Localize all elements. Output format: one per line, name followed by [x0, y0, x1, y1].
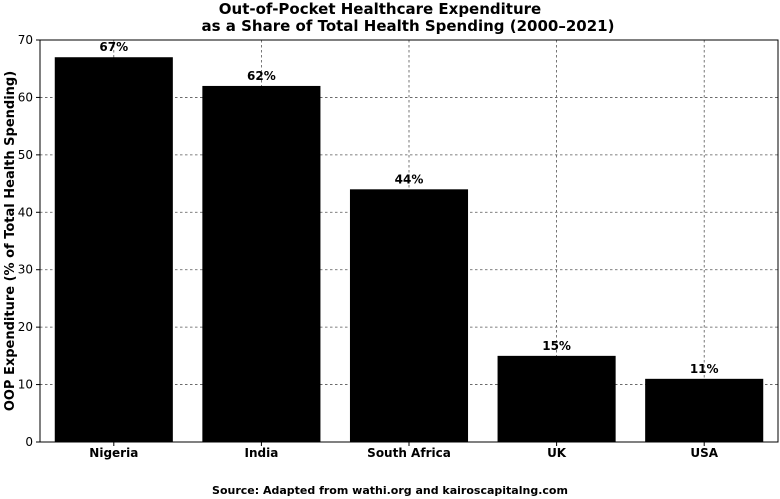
- x-tick-label: Nigeria: [89, 446, 138, 460]
- bar-value-label: 62%: [247, 69, 276, 83]
- bars: [54, 57, 764, 442]
- y-axis: 0 10 20 30 40 50 60 70: [18, 33, 40, 449]
- y-tick-label: 10: [18, 378, 33, 392]
- bar-value-label: 67%: [99, 40, 128, 54]
- chart-title-line-2: as a Share of Total Health Spending (200…: [202, 17, 615, 35]
- bar-value-label: 11%: [690, 362, 719, 376]
- bar-value-label: 44%: [395, 172, 424, 186]
- bar-south-africa: [349, 189, 469, 442]
- value-labels: 67% 62% 44% 15% 11%: [99, 40, 718, 376]
- bar-india: [202, 85, 321, 442]
- source-note: Source: Adapted from wathi.org and kairo…: [212, 484, 568, 497]
- x-tick-label: India: [244, 446, 278, 460]
- y-axis-label: OOP Expenditure (% of Total Health Spend…: [3, 71, 18, 411]
- y-tick-label: 50: [18, 148, 33, 162]
- y-tick-label: 20: [18, 320, 33, 334]
- chart-title-line-1: Out-of-Pocket Healthcare Expenditure: [219, 0, 541, 18]
- bar-usa: [645, 378, 764, 442]
- x-tick-label: USA: [690, 446, 718, 460]
- y-tick-label: 60: [18, 90, 33, 104]
- bar-nigeria: [54, 57, 173, 442]
- y-tick-label: 0: [25, 435, 33, 449]
- x-tick-label: South Africa: [367, 446, 451, 460]
- y-tick-label: 30: [18, 263, 33, 277]
- y-tick-label: 70: [18, 33, 33, 47]
- y-tick-label: 40: [18, 205, 33, 219]
- x-axis: Nigeria India South Africa UK USA: [89, 442, 719, 460]
- bar-uk: [497, 355, 616, 442]
- bar-value-label: 15%: [542, 339, 571, 353]
- x-tick-label: UK: [547, 446, 567, 460]
